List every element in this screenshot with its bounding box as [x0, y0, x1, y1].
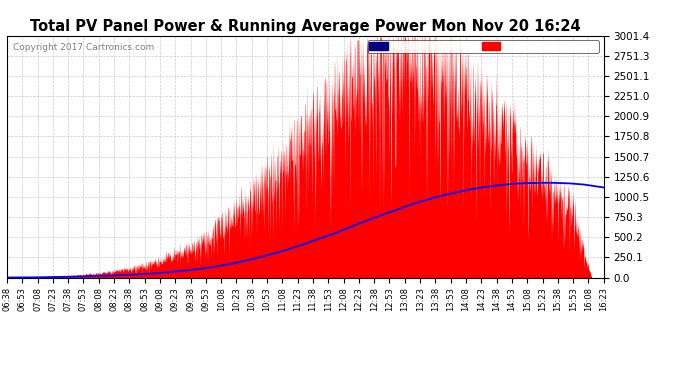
Title: Total PV Panel Power & Running Average Power Mon Nov 20 16:24: Total PV Panel Power & Running Average P… — [30, 20, 581, 34]
Legend: Average (DC Watts), PV Panels (DC Watts): Average (DC Watts), PV Panels (DC Watts) — [368, 40, 599, 53]
Text: Copyright 2017 Cartronics.com: Copyright 2017 Cartronics.com — [13, 43, 154, 52]
